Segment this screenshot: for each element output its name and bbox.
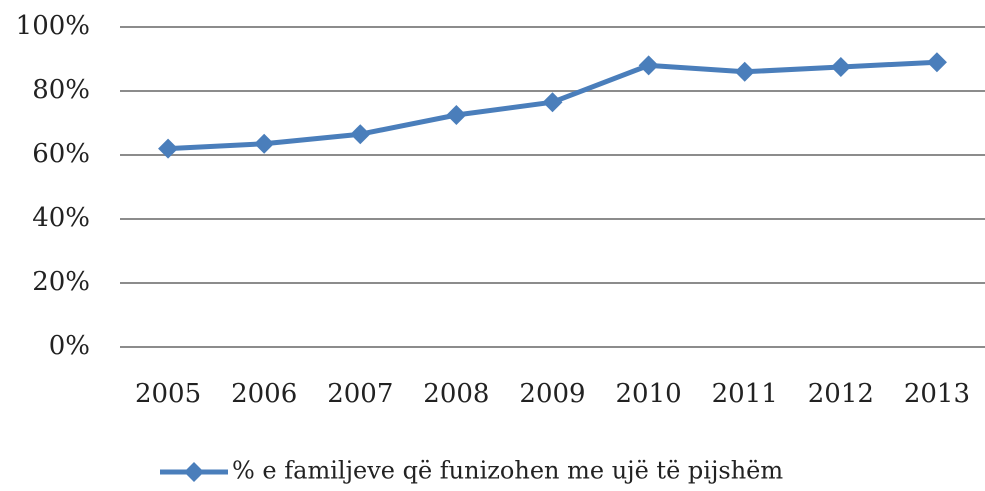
y-tick-label: 80%	[32, 75, 90, 105]
data-point	[734, 61, 755, 82]
data-point	[926, 52, 947, 73]
x-tick-label: 2006	[231, 379, 297, 409]
x-tick-label: 2012	[808, 379, 874, 409]
x-tick-label: 2007	[327, 379, 393, 409]
data-point	[254, 133, 275, 154]
data-point	[158, 138, 179, 159]
y-tick-label: 40%	[32, 203, 90, 233]
x-tick-label: 2005	[135, 379, 201, 409]
y-tick-label: 100%	[16, 11, 90, 41]
legend-marker	[184, 462, 204, 482]
data-point	[446, 105, 467, 125]
x-tick-label: 2009	[519, 379, 585, 409]
data-point	[350, 124, 371, 145]
x-tick-label: 2010	[616, 379, 682, 409]
y-tick-label: 60%	[32, 139, 90, 169]
data-point	[830, 57, 851, 77]
x-tick-label: 2008	[423, 379, 489, 409]
y-tick-label: 20%	[32, 267, 90, 297]
legend-label: % e familjeve që funizohen me ujë të pij…	[232, 457, 783, 485]
y-tick-label: 0%	[49, 331, 90, 361]
x-tick-label: 2011	[712, 379, 778, 409]
data-point	[638, 55, 659, 76]
data-point	[542, 92, 563, 113]
x-tick-label: 2013	[904, 379, 970, 409]
